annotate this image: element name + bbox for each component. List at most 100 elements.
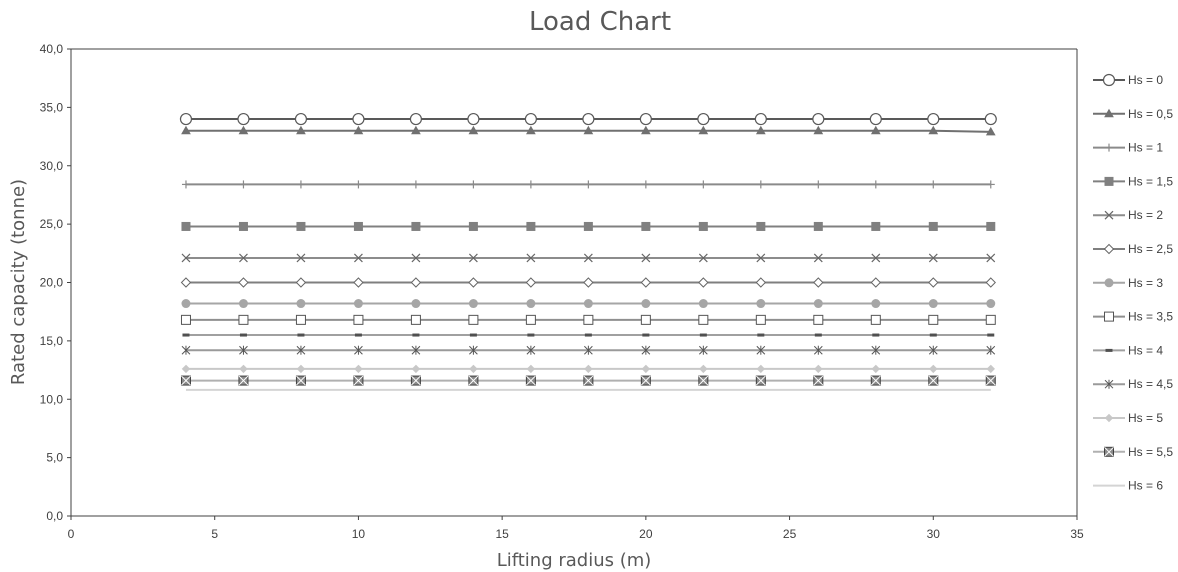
data-point	[871, 345, 881, 355]
data-point	[410, 277, 422, 288]
data-point	[180, 277, 192, 288]
data-point	[239, 180, 248, 189]
data-point	[814, 364, 823, 374]
data-point	[755, 125, 766, 135]
data-point	[870, 375, 881, 386]
data-point	[238, 299, 248, 309]
data-point	[238, 221, 248, 231]
data-point	[354, 253, 363, 263]
data-point	[640, 125, 651, 135]
data-point	[181, 180, 190, 189]
data-point	[871, 299, 881, 309]
data-point	[584, 180, 593, 189]
data-point	[697, 112, 710, 126]
data-point	[756, 345, 766, 355]
data-point	[180, 375, 191, 386]
data-point	[238, 125, 249, 135]
data-point	[181, 345, 191, 355]
data-point	[468, 375, 479, 386]
x-tick-labels: 0 5 10 15 20 25 30 35	[68, 516, 1084, 541]
data-point	[411, 253, 421, 263]
legend-label: Hs = 5,5	[1128, 445, 1173, 459]
data-point	[928, 221, 938, 231]
data-point	[180, 314, 191, 325]
legend-label: Hs = 2	[1128, 208, 1163, 222]
data-point	[526, 221, 536, 231]
x-tick-label: 15	[495, 527, 509, 541]
series-hs-6	[181, 299, 996, 309]
data-point	[928, 314, 939, 325]
data-point	[928, 375, 939, 386]
data-point	[986, 180, 995, 189]
data-point	[929, 333, 937, 337]
data-point	[354, 333, 362, 337]
legend-item: Hs = 3,5	[1093, 310, 1173, 324]
data-point	[238, 375, 249, 386]
data-point	[468, 253, 478, 263]
data-point	[295, 314, 306, 325]
data-point	[468, 125, 479, 135]
data-point	[353, 314, 364, 325]
data-point	[928, 277, 939, 288]
data-point	[296, 299, 306, 309]
legend-label: Hs = 1	[1128, 141, 1163, 155]
legend-item: Hs = 6	[1093, 479, 1163, 493]
data-point	[699, 364, 708, 374]
data-point	[698, 221, 708, 231]
data-point	[179, 112, 193, 126]
data-point	[985, 314, 996, 325]
data-point	[928, 345, 938, 355]
legend-item: Hs = 2,5	[1093, 242, 1173, 256]
data-point	[238, 277, 249, 288]
data-point	[929, 364, 938, 374]
data-point	[411, 364, 421, 374]
data-point	[812, 112, 825, 126]
data-point	[411, 299, 421, 309]
legend-item: Hs = 5	[1093, 411, 1163, 425]
data-point	[641, 364, 651, 374]
data-point	[469, 364, 478, 374]
legend-label: Hs = 2,5	[1128, 242, 1173, 256]
legend-item: Hs = 1	[1093, 141, 1163, 155]
legend-item: Hs = 0,5	[1093, 107, 1173, 121]
data-point	[410, 375, 421, 386]
data-point	[469, 333, 477, 337]
data-point	[469, 180, 478, 189]
data-point	[296, 180, 305, 189]
data-point	[984, 112, 997, 126]
data-point	[527, 333, 535, 337]
data-point	[639, 112, 652, 126]
data-point	[181, 299, 191, 309]
chart-title: Load Chart	[529, 7, 671, 37]
data-point	[756, 364, 766, 374]
data-point	[699, 333, 707, 337]
legend-marker	[1104, 210, 1114, 220]
data-point	[297, 333, 305, 337]
data-point	[468, 299, 478, 309]
data-point	[182, 333, 190, 337]
data-point	[352, 112, 365, 126]
series-hs-4	[181, 253, 996, 263]
data-point	[583, 125, 594, 135]
y-tick-label: 15,0	[40, 334, 64, 348]
y-tick-label: 10,0	[40, 392, 64, 406]
data-point	[526, 253, 536, 263]
data-point	[986, 364, 995, 374]
data-point	[354, 180, 363, 189]
data-point	[583, 314, 594, 325]
data-point	[641, 180, 650, 189]
legend-label: Hs = 3	[1128, 276, 1163, 290]
legend-label: Hs = 1,5	[1128, 174, 1173, 188]
x-tick-label: 25	[783, 527, 797, 541]
data-point	[871, 364, 881, 374]
data-point	[525, 277, 537, 288]
data-point	[584, 345, 593, 355]
data-point	[985, 126, 996, 136]
data-point	[526, 180, 535, 189]
data-point	[584, 333, 592, 337]
data-point	[813, 277, 824, 288]
data-point	[755, 314, 766, 325]
data-point	[698, 125, 709, 135]
data-point	[813, 221, 823, 231]
